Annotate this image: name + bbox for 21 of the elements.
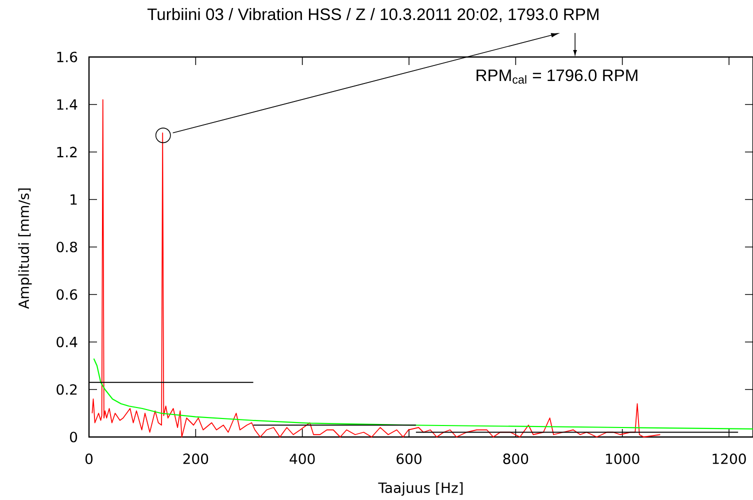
x-tick-label: 200 <box>183 454 208 464</box>
line-series <box>92 99 661 438</box>
y-tick-label: 1.4 <box>57 99 78 110</box>
y-tick-label: 1.6 <box>57 52 78 62</box>
x-axis-title: Taajuus [Hz] <box>378 482 463 496</box>
x-tick-label: 1200 <box>712 454 746 464</box>
annotation: RPM$_{cal}$ = 1796.0 RPM <box>476 69 638 84</box>
y-tick-label: 0.4 <box>56 336 78 348</box>
y-axis-title: Amplitudi [mm/s] <box>18 188 32 309</box>
x-tick-label: 600 <box>396 454 422 464</box>
y-tick-label: 1 <box>70 194 77 205</box>
y-tick-label: 0.8 <box>56 242 78 252</box>
y-tick-label: 1.2 <box>57 146 77 158</box>
x-tick-label: 0 <box>85 454 93 464</box>
y-tick-label: 0.2 <box>56 384 77 395</box>
x-tick-label: 400 <box>290 454 315 464</box>
y-tick-label: 0.6 <box>56 289 78 300</box>
x-tick-label: 1000 <box>606 454 640 464</box>
x-tick-label: 800 <box>503 454 528 464</box>
chart-title: Turbiini 03 / Vibration HSS / Z / 10.3.2011 20:02, 1793.0 RPM <box>147 8 598 22</box>
y-tick-label: 0 <box>70 432 78 442</box>
